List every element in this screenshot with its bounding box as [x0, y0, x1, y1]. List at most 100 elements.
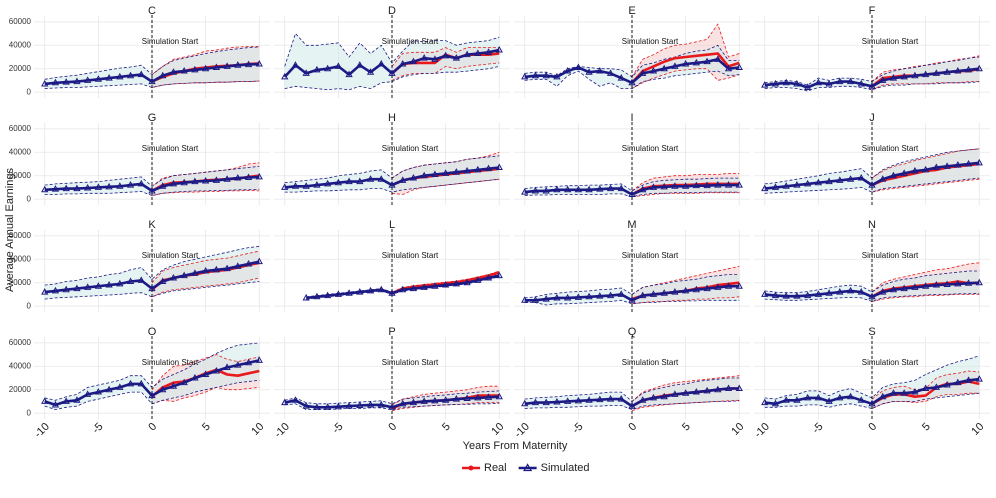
- point-marker: [334, 290, 343, 297]
- point-marker: [606, 291, 615, 299]
- point-marker: [191, 65, 199, 73]
- point-marker: [803, 393, 812, 401]
- point-marker: [223, 363, 231, 370]
- point-marker: [857, 288, 865, 295]
- series-line: [44, 359, 260, 407]
- band-line: [764, 292, 980, 302]
- point-marker: [542, 71, 550, 79]
- point-marker: [212, 63, 221, 71]
- point-marker: [921, 384, 930, 392]
- y-tick-label: 20000: [9, 385, 32, 394]
- series-line: [284, 166, 500, 189]
- point-marker: [484, 393, 493, 400]
- point-marker: [943, 280, 951, 287]
- band-line: [151, 354, 260, 390]
- point-marker: [975, 158, 983, 166]
- point-marker: [323, 179, 332, 187]
- point-marker: [345, 402, 353, 409]
- point-marker: [681, 286, 690, 294]
- point-marker: [441, 51, 450, 59]
- point-marker: [159, 277, 167, 285]
- annotation: Simulation Start: [862, 37, 919, 46]
- point-marker: [302, 402, 310, 409]
- band-line: [631, 23, 740, 78]
- point-marker: [452, 395, 461, 402]
- point-marker: [420, 283, 428, 290]
- point-marker: [94, 183, 103, 190]
- point-marker: [649, 67, 658, 74]
- y-tick-label: 40000: [9, 361, 32, 370]
- point-marker: [793, 292, 801, 299]
- panel-title: O: [148, 326, 157, 338]
- point-marker: [356, 288, 364, 295]
- point-marker: [825, 177, 833, 185]
- panel-title: P: [388, 326, 395, 338]
- annotation: Simulation Start: [142, 37, 199, 46]
- y-tick-label: 20000: [9, 64, 32, 73]
- point-marker: [692, 181, 701, 189]
- annotation: Simulation Start: [862, 358, 919, 367]
- point-marker: [223, 175, 231, 182]
- annotation: Simulation Start: [622, 358, 679, 367]
- point-marker: [574, 185, 583, 193]
- point-marker: [846, 286, 855, 294]
- point-marker: [234, 61, 242, 68]
- point-marker: [291, 182, 300, 189]
- point-marker: [542, 186, 550, 194]
- panel-title: I: [630, 112, 633, 124]
- point-marker: [94, 75, 103, 82]
- point-marker: [596, 67, 604, 74]
- point-marker: [932, 69, 941, 76]
- band-line: [44, 246, 260, 286]
- point-marker: [313, 181, 321, 188]
- point-marker: [553, 293, 561, 301]
- y-tick-label: 0: [27, 87, 32, 96]
- point-marker: [244, 259, 253, 267]
- point-marker: [201, 370, 210, 377]
- point-marker: [302, 293, 310, 301]
- series-line: [44, 260, 260, 294]
- point-marker: [681, 182, 690, 189]
- point-marker: [964, 376, 973, 383]
- panel-title: M: [627, 219, 636, 231]
- series-line: [283, 48, 500, 78]
- point-marker: [377, 175, 385, 182]
- point-marker: [83, 183, 92, 191]
- point-marker: [73, 396, 81, 403]
- band-line: [764, 177, 980, 194]
- point-marker: [921, 70, 930, 78]
- annotation: Simulation Start: [622, 37, 679, 46]
- point-marker: [911, 167, 919, 174]
- point-marker: [169, 68, 178, 75]
- point-marker: [943, 381, 951, 388]
- point-marker: [735, 282, 743, 289]
- series-line: [44, 175, 260, 193]
- band-line: [871, 81, 980, 91]
- point-marker: [879, 288, 887, 295]
- point-marker: [868, 292, 876, 300]
- point-marker: [334, 402, 343, 410]
- panel-title: D: [388, 5, 396, 17]
- point-marker: [366, 68, 375, 75]
- point-marker: [724, 64, 733, 72]
- annotation: Simulation Start: [382, 144, 439, 153]
- point-marker: [531, 186, 540, 194]
- annotation: Simulation Start: [382, 37, 439, 46]
- point-marker: [671, 62, 679, 69]
- point-marker: [761, 81, 769, 88]
- point-marker: [761, 398, 769, 406]
- point-marker: [617, 395, 625, 402]
- point-marker: [793, 79, 801, 87]
- annotation: Simulation Start: [622, 251, 679, 260]
- point-marker: [334, 62, 343, 69]
- point-marker: [521, 188, 529, 195]
- band-line: [391, 62, 500, 81]
- point-marker: [724, 181, 733, 188]
- band-line: [764, 81, 980, 92]
- x-tick-label: 0: [386, 421, 399, 434]
- point-marker: [553, 185, 561, 193]
- panel-title: C: [148, 5, 156, 17]
- point-marker: [563, 185, 572, 193]
- point-marker: [879, 76, 887, 83]
- point-marker: [180, 178, 188, 186]
